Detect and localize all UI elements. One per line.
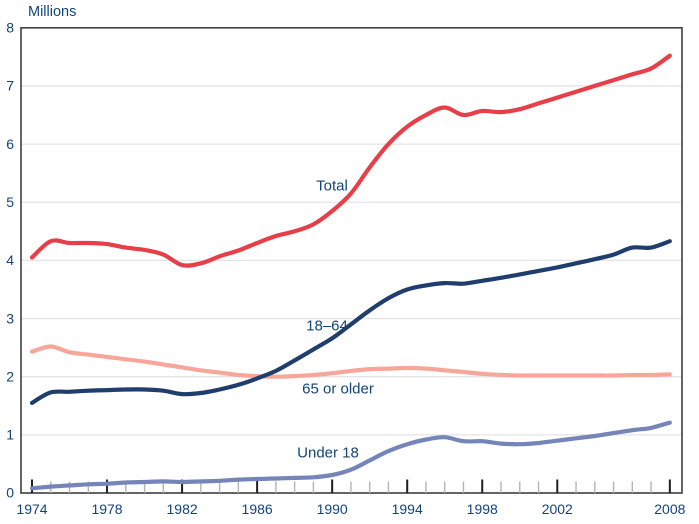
x-tick-label: 1990 [317,501,348,517]
x-tick-label: 1994 [392,501,423,517]
x-tick-label: 1978 [91,501,122,517]
y-tick-label: 2 [6,368,14,384]
series-line-under-18 [29,420,672,491]
series-line-18-64 [29,239,672,405]
x-tick-label: 1986 [242,501,273,517]
x-tick-label: 2002 [542,501,573,517]
y-tick-label: 4 [6,252,14,268]
series-label-65-or-older: 65 or older [302,380,374,398]
y-tick-label: 8 [6,20,14,36]
y-axis-title-label: Millions [28,4,77,20]
y-tick-label: 6 [6,136,14,152]
series-line-total [29,53,672,268]
x-tick-label: 1974 [16,501,47,517]
series-label-under-18: Under 18 [297,444,359,462]
y-tick-label: 0 [6,485,14,501]
y-tick-label: 5 [6,194,14,210]
y-tick-label: 1 [6,427,14,443]
series-label-total: Total [316,177,348,195]
x-tick-label: 2008 [654,501,685,517]
x-tick-label: 1998 [467,501,498,517]
series-line-65-or-older [29,344,672,379]
y-tick-label: 7 [6,78,14,94]
series-label-18-64: 18–64 [306,317,348,335]
y-tick-label: 3 [6,310,14,326]
x-tick-label: 1982 [167,501,198,517]
